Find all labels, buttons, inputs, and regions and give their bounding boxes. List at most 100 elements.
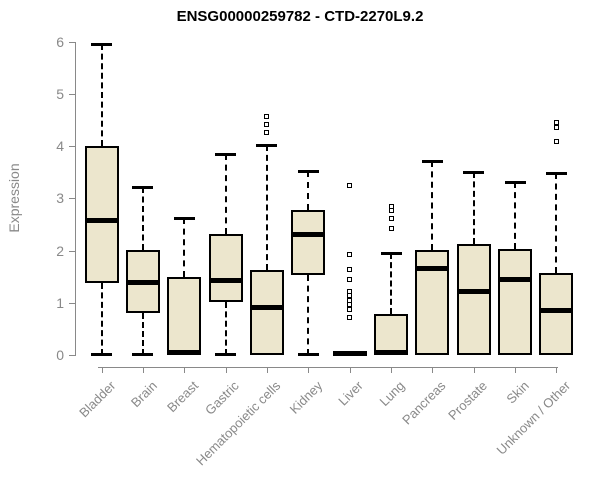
upper-whisker-cap-lung <box>380 252 402 256</box>
y-tick <box>69 355 75 356</box>
upper-whisker-prostate <box>472 172 475 245</box>
upper-whisker-cap-hematopoietic-cells <box>256 143 278 147</box>
box-bladder <box>84 146 119 283</box>
y-tick <box>69 198 75 200</box>
median-skin <box>498 277 533 283</box>
upper-whisker-brain <box>141 187 144 250</box>
x-tick <box>391 367 393 373</box>
x-tick-label-breast: Breast <box>163 378 201 416</box>
y-tick-label: 0 <box>56 347 64 363</box>
median-kidney <box>291 232 326 238</box>
median-breast <box>167 350 202 356</box>
upper-whisker-gastric <box>224 154 227 235</box>
outlier-point-liver <box>347 302 353 308</box>
x-tick-label-skin: Skin <box>503 378 532 407</box>
lower-whisker-gastric <box>224 301 227 355</box>
box-unknown-other <box>539 273 574 355</box>
outlier-point-liver <box>347 315 353 321</box>
median-prostate <box>456 288 491 294</box>
upper-whisker-breast <box>183 217 186 277</box>
upper-whisker-pancreas <box>431 160 434 250</box>
x-tick-label-kidney: Kidney <box>286 378 325 417</box>
upper-whisker-cap-unknown-other <box>545 171 567 175</box>
outlier-point-lung <box>388 208 394 214</box>
outlier-point-lung <box>388 225 394 231</box>
lower-whisker-cap-bladder <box>91 353 112 356</box>
upper-whisker-hematopoietic-cells <box>265 144 268 270</box>
lower-whisker-bladder <box>100 282 103 355</box>
y-tick <box>69 93 75 95</box>
lower-whisker-cap-gastric <box>215 353 237 356</box>
outlier-point-lung <box>388 215 394 221</box>
box-breast <box>167 276 202 355</box>
x-tick-label-unknown-other: Unknown / Other <box>493 378 574 458</box>
outlier-point-unknown-other <box>553 119 559 125</box>
upper-whisker-cap-gastric <box>215 153 237 157</box>
outlier-point-unknown-other <box>553 139 559 145</box>
median-pancreas <box>415 265 450 271</box>
upper-whisker-skin <box>514 182 517 249</box>
median-lung <box>374 350 409 356</box>
x-tick-label-liver: Liver <box>335 378 367 409</box>
median-hematopoietic-cells <box>249 304 284 310</box>
y-tick <box>69 41 75 43</box>
upper-whisker-bladder <box>100 44 103 146</box>
x-tick <box>225 367 227 373</box>
lower-whisker-brain <box>141 313 144 355</box>
outlier-point-liver <box>347 276 353 282</box>
x-tick-label-pancreas: Pancreas <box>399 378 449 428</box>
x-tick-label-lung: Lung <box>376 378 408 410</box>
y-axis-line <box>75 41 76 356</box>
x-tick <box>184 367 186 373</box>
chart-title: ENSG00000259782 - CTD-2270L9.2 <box>176 8 424 25</box>
y-tick <box>69 250 75 252</box>
y-tick <box>69 146 75 147</box>
outlier-point-unknown-other <box>553 125 559 131</box>
upper-whisker-lung <box>390 253 393 315</box>
x-tick-label-prostate: Prostate <box>445 378 491 423</box>
x-tick <box>349 367 351 373</box>
upper-whisker-cap-skin <box>504 181 526 185</box>
median-bladder <box>84 218 119 224</box>
x-tick <box>101 367 103 373</box>
y-tick-label: 5 <box>56 85 64 102</box>
upper-whisker-cap-pancreas <box>421 159 443 163</box>
lower-whisker-cap-brain <box>132 353 154 356</box>
x-tick <box>308 367 310 373</box>
y-tick-label: 6 <box>56 33 64 50</box>
box-skin <box>498 248 533 355</box>
outlier-point-liver <box>347 182 353 188</box>
y-tick-label: 2 <box>56 242 64 259</box>
box-lung <box>374 314 409 355</box>
upper-whisker-cap-bladder <box>91 43 112 47</box>
upper-whisker-unknown-other <box>555 172 558 274</box>
y-tick <box>69 302 75 304</box>
outlier-point-hematopoietic-cells <box>264 121 270 127</box>
median-liver <box>332 351 367 357</box>
lower-whisker-kidney <box>307 275 310 355</box>
upper-whisker-cap-prostate <box>463 171 485 175</box>
x-tick <box>556 367 558 373</box>
outlier-point-hematopoietic-cells <box>264 113 270 119</box>
x-tick <box>432 367 434 373</box>
outlier-point-liver <box>347 297 353 303</box>
upper-whisker-cap-breast <box>173 216 195 220</box>
x-axis-line <box>98 367 558 368</box>
median-unknown-other <box>539 308 574 314</box>
x-tick-label-gastric: Gastric <box>202 378 243 418</box>
outlier-point-liver <box>347 251 353 257</box>
y-tick-label: 1 <box>56 294 64 311</box>
x-tick <box>266 367 268 373</box>
box-gastric <box>208 234 243 302</box>
x-tick <box>515 367 517 373</box>
box-hematopoietic-cells <box>249 269 284 355</box>
x-tick-label-bladder: Bladder <box>75 378 119 421</box>
upper-whisker-cap-brain <box>132 186 154 190</box>
box-kidney <box>291 209 326 276</box>
outlier-point-hematopoietic-cells <box>264 130 270 136</box>
x-tick <box>473 367 475 373</box>
outlier-point-liver <box>347 267 353 273</box>
median-gastric <box>208 278 243 284</box>
x-tick <box>142 367 144 373</box>
lower-whisker-cap-kidney <box>297 353 319 356</box>
